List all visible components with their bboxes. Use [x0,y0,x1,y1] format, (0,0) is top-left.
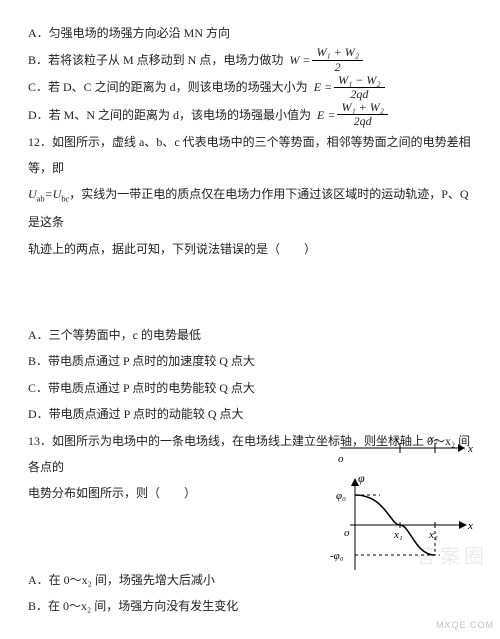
q12-option-d: D．带电质点通过 P 点时的动能较 Q 点大 [28,401,476,427]
label-x2: x₂ [428,433,438,445]
u1: U [28,187,37,201]
option-d-text: D．若 M、N 之间的距离为 d，该电场的场强最小值为 [28,102,311,128]
q12-rest: ，实线为一带正电的质点仅在电场力作用下通过该区域时的运动轨迹，P、Q 是这条 [28,187,469,229]
option-d: D．若 M、N 之间的距离为 d，该电场的场强最小值为 E = W₁ + W₂ … [28,101,476,128]
q12-option-c: C．带电质点通过 P 点时的电势能较 Q 点大 [28,375,476,401]
option-c-formula: E = W₁ − W₂ 2qd [314,74,387,101]
watermark-url: MXQE.COM [436,616,494,636]
label-phi0: φ₀ [336,490,346,502]
label-xb: x [467,520,473,532]
option-a: A．匀强电场的场强方向必沿 MN 方向 [28,20,476,46]
q12-line2: Uab=Ubc，实线为一带正电的质点仅在电场力作用下通过该区域时的运动轨迹，P、… [28,181,476,235]
denominator: 2 [331,61,345,74]
option-b-formula: W = W₁ + W₂ 2 [289,46,365,73]
q13-option-b: B．在 0～x₂ 间，场强方向没有发生变化 [28,593,476,619]
eq-lhs: W = [289,47,310,73]
eq-lhs: E = [317,102,335,128]
q12-option-a: A．三个等势面中，c 的电势最低 [28,322,476,348]
figure-placeholder [28,262,476,322]
option-b: B．若将该粒子从 M 点移动到 N 点，电场力做功 W = W₁ + W₂ 2 [28,46,476,73]
label-phi: φ [358,471,365,485]
u2: =U [45,187,62,201]
q12-option-b: B．带电质点通过 P 点时的加速度较 Q 点大 [28,348,476,374]
fraction: W₁ − W₂ 2qd [334,74,384,101]
numerator: W₁ − W₂ [334,74,384,88]
numerator: W₁ + W₂ [337,101,387,115]
option-d-formula: E = W₁ + W₂ 2qd [317,101,390,128]
q12-line3: 轨迹上的两点，据此可知，下列说法错误的是（ ） [28,236,476,262]
eq-lhs: E = [314,74,332,100]
option-b-text: B．若将该粒子从 M 点移动到 N 点，电场力做功 [28,47,283,73]
denominator: 2qd [350,115,376,128]
q12-line1: 12．如图所示，虚线 a、b、c 代表电场中的三个等势面，相邻等势面之间的电势差… [28,129,476,182]
label-o1: o [338,453,344,465]
label-x-top: x [467,443,473,455]
option-c-text: C．若 D、C 之间的距离为 d，则该电场的场强大小为 [28,74,308,100]
fraction: W₁ + W₂ 2 [312,46,362,73]
label-x1b: x₁ [393,529,403,541]
sub-ab: ab [37,195,45,204]
label-o2: o [344,527,350,539]
label-x1: x₁ [393,433,403,445]
label-neg-phi0: -φ₀ [330,550,344,562]
fraction: W₁ + W₂ 2qd [337,101,387,128]
numerator: W₁ + W₂ [312,46,362,60]
option-c: C．若 D、C 之间的距离为 d，则该电场的场强大小为 E = W₁ − W₂ … [28,74,476,101]
watermark-cn: 答案圈 [416,535,488,579]
